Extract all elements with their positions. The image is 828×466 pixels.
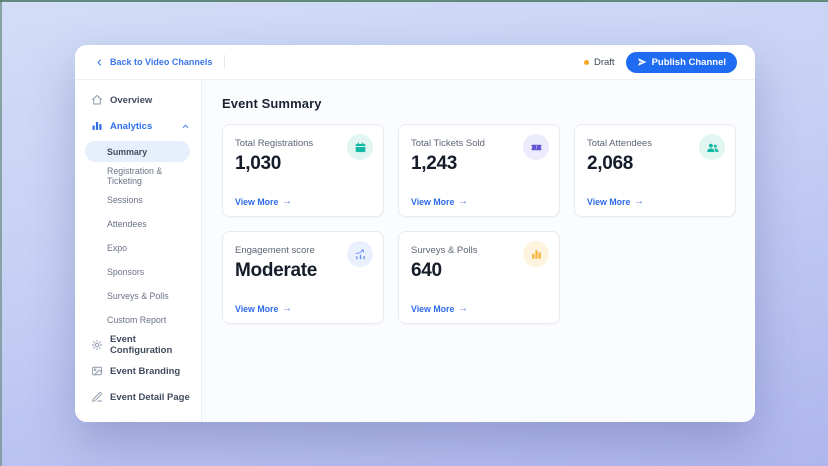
screen-edge-left — [0, 0, 2, 466]
sidebar-item-label: Custom Report — [107, 315, 167, 325]
sidebar-item-label: Surveys & Polls — [107, 291, 169, 301]
sidebar-item-surveys-polls[interactable]: Surveys & Polls — [75, 284, 201, 308]
sidebar-item-label: Event Configuration — [110, 334, 173, 356]
sidebar-item-custom-report[interactable]: Custom Report — [75, 308, 201, 332]
card-value: 1,030 — [235, 153, 282, 174]
card-label: Total Attendees — [587, 138, 652, 149]
chevron-up-icon[interactable] — [181, 122, 190, 131]
screen-edge-top — [0, 0, 828, 2]
arrow-right-icon: → — [634, 196, 644, 208]
arrow-right-icon: → — [458, 196, 468, 208]
arrow-right-icon: → — [458, 303, 468, 315]
view-more-link[interactable]: View More → — [235, 303, 292, 315]
view-more-link[interactable]: View More → — [587, 196, 644, 208]
topbar-divider — [224, 55, 226, 69]
sidebar: Overview Analytics Summary Registration … — [75, 80, 202, 422]
status-badge: Draft — [583, 56, 615, 68]
pencil-icon — [91, 391, 103, 403]
back-to-video-channels-link[interactable]: Back to Video Channels — [95, 57, 212, 67]
sidebar-item-label: Sponsors — [107, 267, 145, 277]
card-total-attendees: Total Attendees 2,068 View More → — [574, 124, 736, 217]
card-value: 640 — [411, 260, 442, 281]
card-value: 2,068 — [587, 153, 634, 174]
image-icon — [91, 365, 103, 377]
sidebar-item-sponsors[interactable]: Sponsors — [75, 260, 201, 284]
card-engagement-score: Engagement score Moderate View More → — [222, 231, 384, 324]
sidebar-item-label: Summary — [107, 146, 148, 157]
back-link-label: Back to Video Channels — [110, 57, 213, 67]
sidebar-item-label: Sessions — [107, 195, 143, 205]
publish-channel-button[interactable]: Publish Channel — [625, 51, 737, 73]
card-label: Total Registrations — [235, 138, 314, 149]
sidebar-item-expo[interactable]: Expo — [75, 236, 201, 260]
page-title: Event Summary — [222, 96, 322, 111]
sidebar-item-event-detail-page[interactable]: Event Detail Page — [75, 384, 201, 410]
view-more-link[interactable]: View More → — [411, 196, 468, 208]
poll-bar-chart-icon — [523, 241, 549, 267]
sidebar-item-attendees[interactable]: Attendees — [75, 212, 201, 236]
chart-increase-icon — [347, 241, 373, 267]
topbar: Back to Video Channels Draft Publish Cha… — [75, 45, 755, 80]
sidebar-item-event-branding[interactable]: Event Branding — [75, 358, 201, 384]
card-value: Moderate — [235, 260, 318, 281]
sidebar-item-label: Expo — [107, 243, 128, 253]
sidebar-item-summary[interactable]: Summary — [85, 141, 190, 162]
app-window: Back to Video Channels Draft Publish Cha… — [75, 45, 755, 422]
card-label: Surveys & Polls — [411, 245, 478, 256]
sidebar-item-label: Registration & Ticketing — [107, 166, 163, 186]
sidebar-item-registration-ticketing[interactable]: Registration & Ticketing — [75, 164, 201, 188]
chevron-left-icon — [95, 58, 104, 67]
sidebar-item-label: Attendees — [107, 219, 147, 229]
calendar-icon — [347, 134, 373, 160]
status-dot-icon — [583, 59, 589, 65]
view-more-link[interactable]: View More → — [235, 196, 292, 208]
send-icon — [637, 57, 647, 67]
analytics-bar-chart-icon — [91, 120, 103, 132]
view-more-link[interactable]: View More → — [411, 303, 468, 315]
status-label: Draft — [593, 56, 615, 68]
sidebar-item-label: Analytics — [110, 120, 153, 132]
sidebar-item-label: Event Branding — [110, 365, 181, 377]
card-surveys-polls: Surveys & Polls 640 View More → — [398, 231, 560, 324]
sidebar-item-sessions[interactable]: Sessions — [75, 188, 201, 212]
sidebar-item-label: Overview — [110, 94, 153, 106]
card-total-registrations: Total Registrations 1,030 View More → — [222, 124, 384, 217]
gear-icon — [91, 339, 103, 351]
ticket-icon — [523, 134, 549, 160]
sidebar-item-overview[interactable]: Overview — [75, 87, 201, 113]
arrow-right-icon: → — [282, 303, 292, 315]
main-content: Event Summary Total Registrations 1,030 … — [202, 80, 755, 422]
sidebar-item-analytics[interactable]: Analytics — [75, 113, 201, 139]
sidebar-item-event-configuration[interactable]: Event Configuration — [75, 332, 201, 358]
users-icon — [699, 134, 725, 160]
card-label: Total Tickets Sold — [411, 138, 485, 149]
card-total-tickets-sold: Total Tickets Sold 1,243 View More → — [398, 124, 560, 217]
sidebar-item-label: Event Detail Page — [110, 391, 190, 403]
home-icon — [91, 94, 103, 106]
arrow-right-icon: → — [282, 196, 292, 208]
card-label: Engagement score — [235, 245, 315, 256]
card-value: 1,243 — [411, 153, 458, 174]
publish-button-label: Publish Channel — [651, 56, 726, 68]
summary-cards: Total Registrations 1,030 View More → To… — [222, 124, 736, 324]
